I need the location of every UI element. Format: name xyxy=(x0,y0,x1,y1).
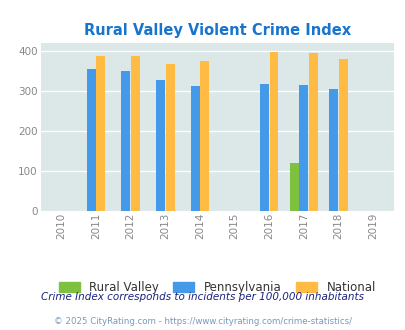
Text: Crime Index corresponds to incidents per 100,000 inhabitants: Crime Index corresponds to incidents per… xyxy=(41,292,364,302)
Legend: Rural Valley, Pennsylvania, National: Rural Valley, Pennsylvania, National xyxy=(58,281,375,294)
Bar xyxy=(289,163,298,211)
Bar xyxy=(269,52,278,211)
Bar xyxy=(190,86,199,211)
Bar xyxy=(308,53,317,211)
Bar xyxy=(200,60,209,211)
Text: © 2025 CityRating.com - https://www.cityrating.com/crime-statistics/: © 2025 CityRating.com - https://www.city… xyxy=(54,317,351,326)
Bar xyxy=(328,89,337,211)
Bar xyxy=(131,56,140,211)
Bar xyxy=(298,85,307,211)
Bar xyxy=(121,71,130,211)
Bar xyxy=(87,69,96,211)
Bar xyxy=(165,64,174,211)
Bar xyxy=(156,80,164,211)
Bar xyxy=(259,84,268,211)
Bar xyxy=(338,59,347,211)
Bar xyxy=(96,56,105,211)
Title: Rural Valley Violent Crime Index: Rural Valley Violent Crime Index xyxy=(83,22,350,38)
